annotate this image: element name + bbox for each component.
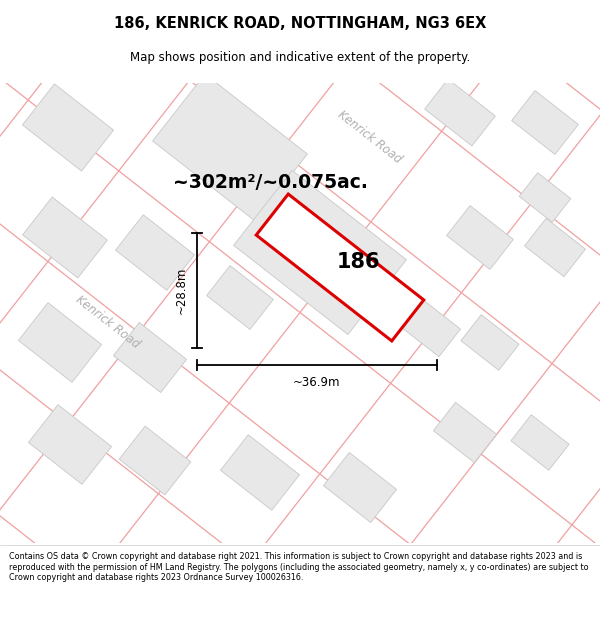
Polygon shape (19, 302, 101, 382)
Polygon shape (119, 426, 191, 495)
Polygon shape (23, 197, 107, 278)
Text: Kenrick Road: Kenrick Road (74, 294, 142, 351)
Polygon shape (22, 84, 113, 171)
Polygon shape (400, 298, 460, 357)
Text: Map shows position and indicative extent of the property.: Map shows position and indicative extent… (130, 51, 470, 64)
Polygon shape (433, 402, 497, 462)
Text: Kenrick Road: Kenrick Road (335, 109, 404, 166)
Polygon shape (206, 266, 274, 329)
Polygon shape (461, 315, 519, 370)
Polygon shape (113, 322, 187, 392)
Text: ~36.9m: ~36.9m (293, 376, 341, 389)
Text: ~28.8m: ~28.8m (175, 266, 187, 314)
Polygon shape (323, 452, 397, 522)
Polygon shape (221, 435, 299, 510)
Polygon shape (425, 79, 496, 146)
Polygon shape (256, 194, 424, 341)
Text: Contains OS data © Crown copyright and database right 2021. This information is : Contains OS data © Crown copyright and d… (9, 552, 589, 582)
Polygon shape (524, 218, 586, 277)
Polygon shape (519, 173, 571, 222)
Polygon shape (28, 404, 112, 484)
Polygon shape (512, 91, 578, 154)
Text: ~302m²/~0.075ac.: ~302m²/~0.075ac. (173, 173, 367, 192)
Text: 186: 186 (336, 253, 380, 272)
Polygon shape (511, 415, 569, 470)
Polygon shape (116, 215, 194, 290)
Polygon shape (233, 171, 406, 334)
Text: 186, KENRICK ROAD, NOTTINGHAM, NG3 6EX: 186, KENRICK ROAD, NOTTINGHAM, NG3 6EX (114, 16, 486, 31)
Polygon shape (152, 74, 307, 221)
Polygon shape (446, 206, 514, 269)
